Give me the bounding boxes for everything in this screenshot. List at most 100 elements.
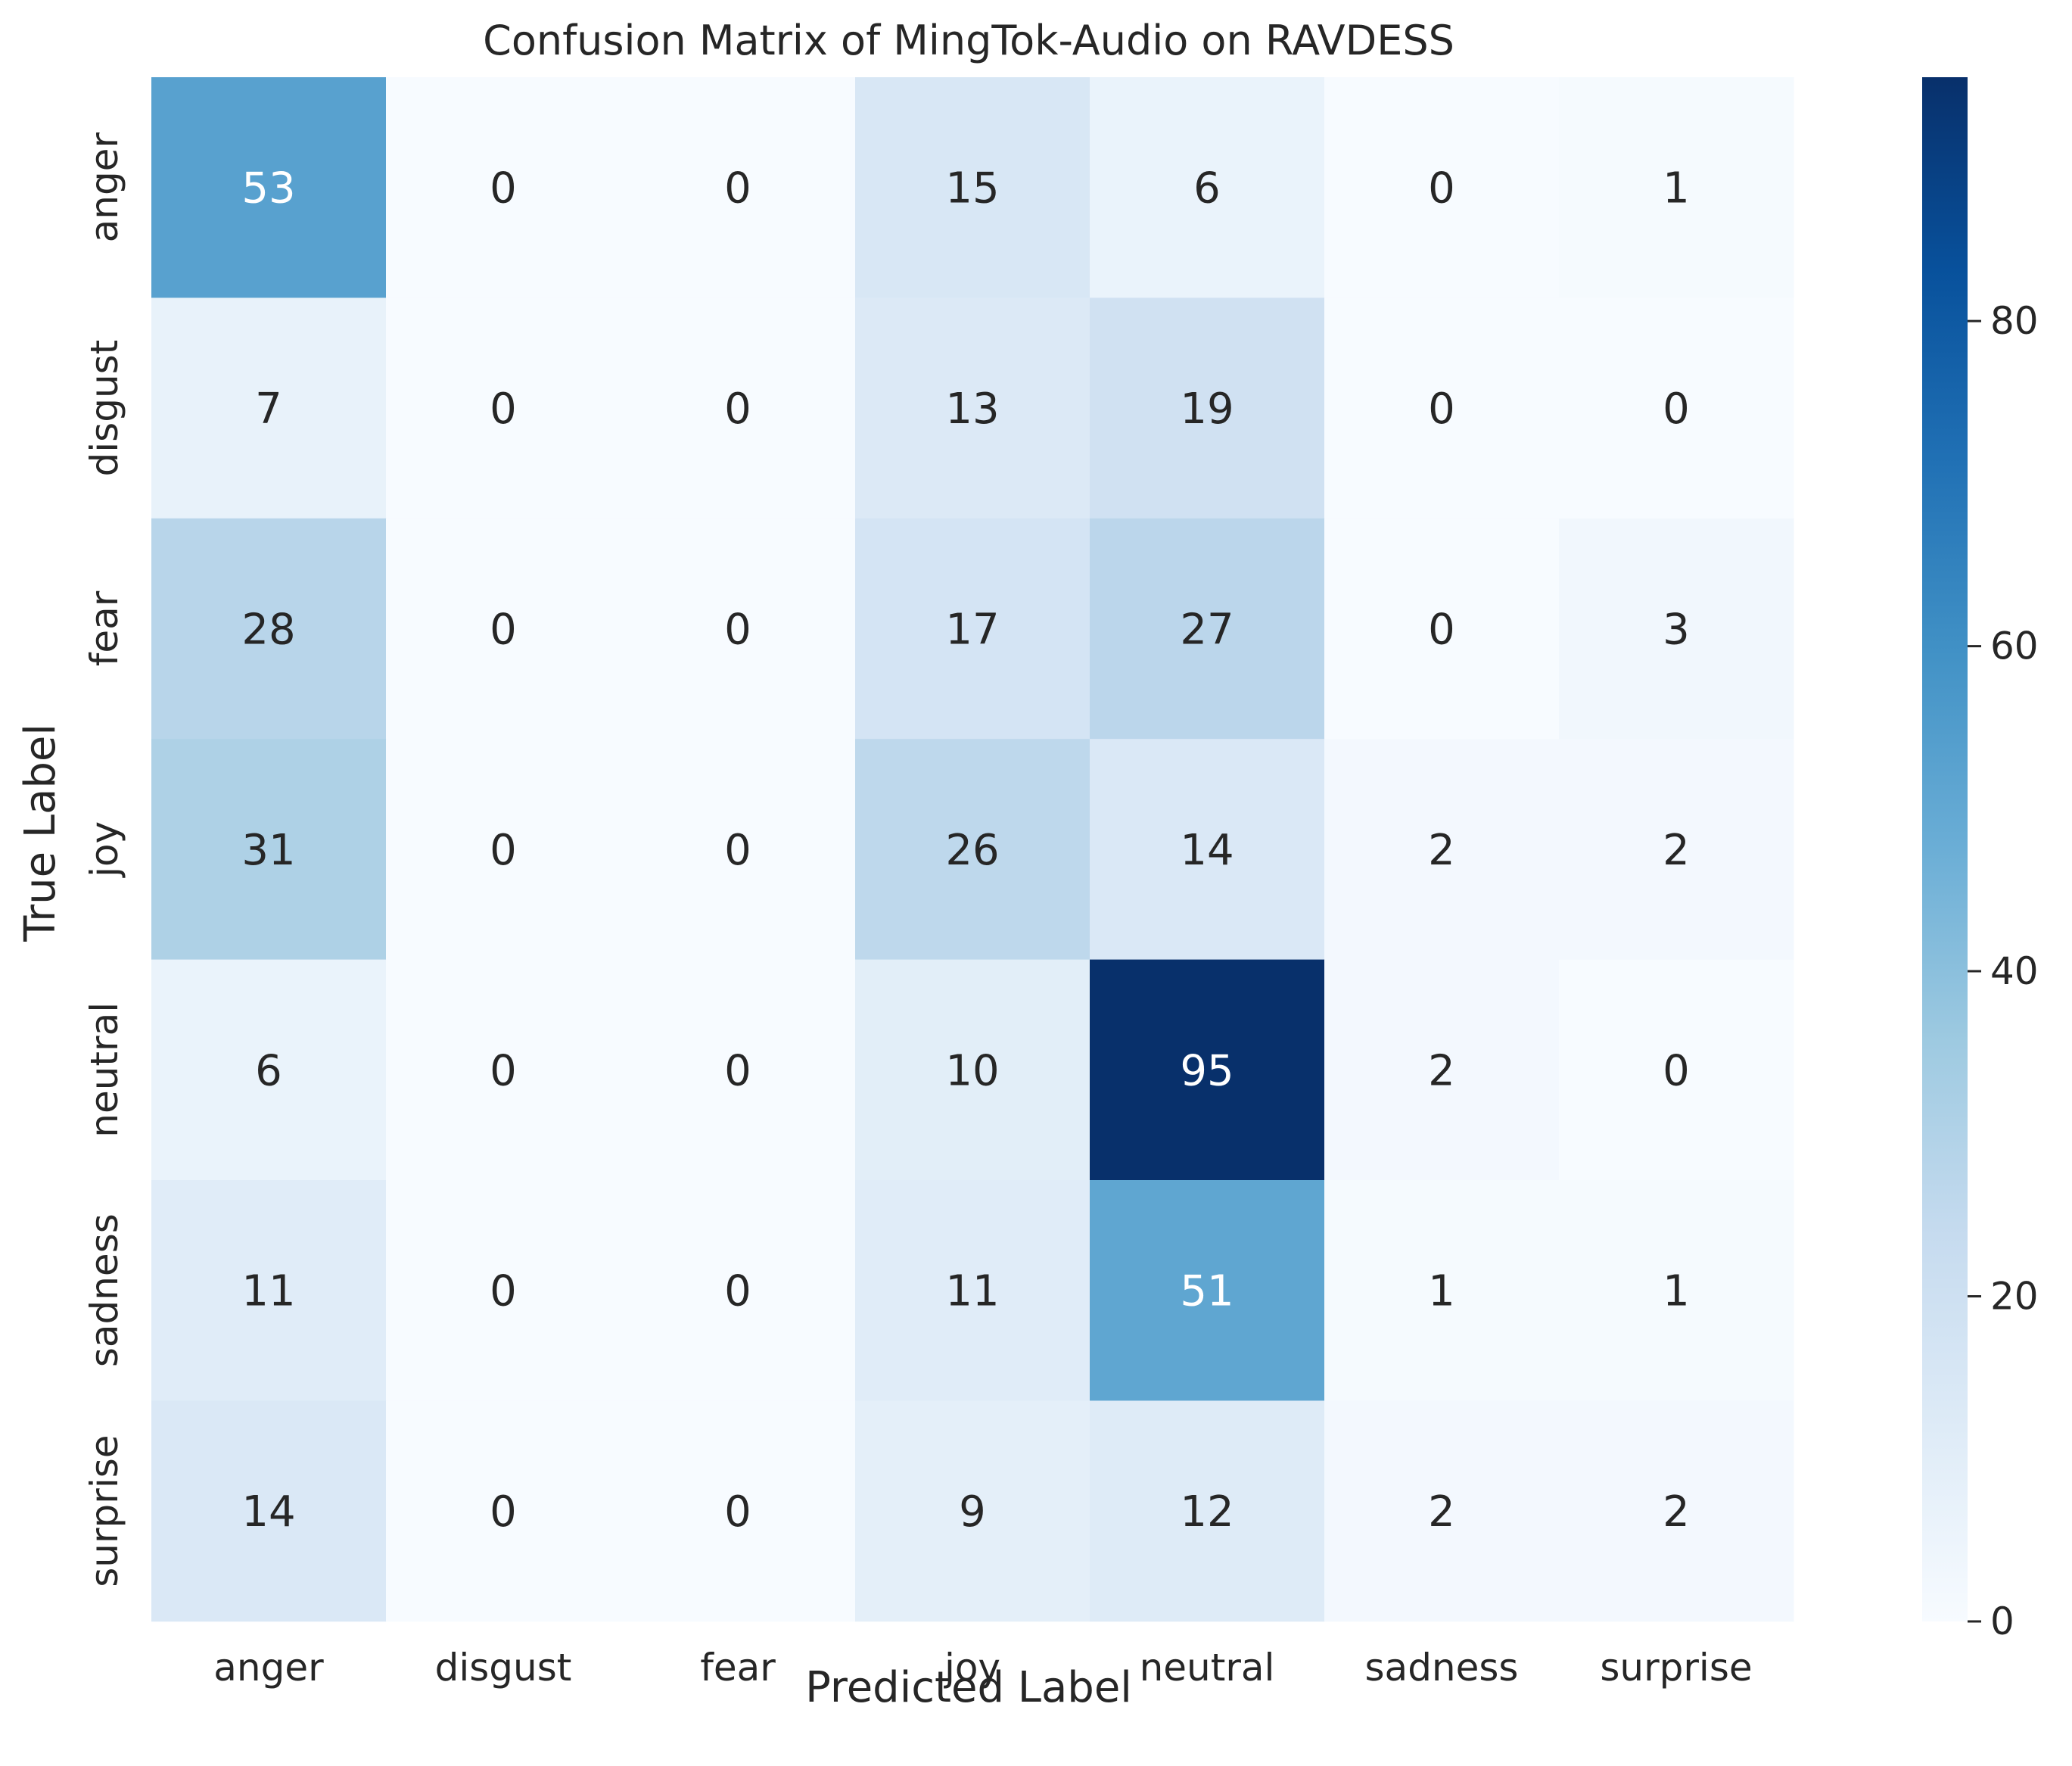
chart-title: Confusion Matrix of MingTok-Audio on RAV… (483, 17, 1454, 64)
cell-sadness-disgust (386, 1180, 621, 1401)
cell-value-label: 0 (724, 826, 751, 875)
cell-value-label: 0 (490, 385, 517, 434)
cell-fear-disgust (386, 518, 621, 740)
cell-joy-joy (855, 739, 1090, 961)
cell-joy-surprise (1559, 739, 1794, 961)
cell-sadness-anger (151, 1180, 387, 1401)
x-tick-fear: fear (700, 1646, 776, 1690)
cell-value-label: 0 (724, 1046, 751, 1095)
cell-value-label: 13 (945, 385, 999, 434)
cell-value-label: 0 (490, 1046, 517, 1095)
cell-joy-fear (621, 739, 856, 961)
cell-anger-joy (855, 77, 1090, 298)
cell-disgust-fear (621, 297, 856, 519)
cell-value-label: 0 (490, 164, 517, 213)
cell-value-label: 0 (490, 826, 517, 875)
cell-value-label: 27 (1180, 606, 1234, 655)
cell-value-label: 1 (1428, 1267, 1455, 1316)
cell-anger-neutral (1090, 77, 1325, 298)
heatmap-cells (151, 77, 1794, 1622)
y-tick-neutral: neutral (82, 1002, 126, 1138)
cell-value-label: 53 (241, 164, 295, 213)
cell-fear-anger (151, 518, 387, 740)
y-tick-anger: anger (82, 132, 126, 243)
x-tick-surprise: surprise (1600, 1646, 1752, 1690)
cell-surprise-joy (855, 1400, 1090, 1622)
cell-value-label: 0 (490, 1487, 517, 1537)
cell-neutral-surprise (1559, 959, 1794, 1181)
cell-value-label: 10 (945, 1046, 999, 1095)
cell-value-label: 95 (1180, 1046, 1234, 1095)
colorbar-tick-label-20: 20 (1990, 1275, 2039, 1319)
cell-sadness-surprise (1559, 1180, 1794, 1401)
colorbar-tick-label-0: 0 (1990, 1599, 2014, 1643)
cell-value-label: 6 (1193, 164, 1221, 213)
cell-value-label: 51 (1180, 1267, 1234, 1316)
cell-value-label: 0 (724, 385, 751, 434)
cell-value-label: 1 (1663, 1267, 1690, 1316)
cell-neutral-fear (621, 959, 856, 1181)
y-axis-label: True Label (16, 724, 65, 942)
cell-value-label: 17 (945, 606, 999, 655)
cell-neutral-sadness (1324, 959, 1560, 1181)
cell-value-label: 11 (945, 1267, 999, 1316)
cell-fear-sadness (1324, 518, 1560, 740)
cell-value-label: 19 (1180, 385, 1234, 434)
cell-fear-surprise (1559, 518, 1794, 740)
colorbar-tick-label-60: 60 (1990, 624, 2039, 668)
cell-value-label: 0 (724, 1487, 751, 1537)
cell-disgust-surprise (1559, 297, 1794, 519)
y-tick-labels: anger disgust fear joy neutral sadness surpris… (82, 132, 126, 1587)
heatmap-cell-labels: 53 0 0 15 6 0 17 0 0 13 19 0 028 0 0 17 27 0 331 0 0 26 14 2 26 0… (241, 164, 1689, 1537)
cell-fear-fear (621, 518, 856, 740)
cell-anger-surprise (1559, 77, 1794, 298)
colorbar-tick-label-40: 40 (1990, 949, 2039, 993)
cell-value-label: 14 (241, 1487, 295, 1537)
cell-anger-anger (151, 77, 387, 298)
cell-value-label: 6 (255, 1046, 282, 1095)
colorbar-ticks: 0 20 40 60 80 (1968, 299, 2039, 1643)
y-tick-disgust: disgust (82, 340, 126, 477)
cell-value-label: 2 (1428, 826, 1455, 875)
cell-value-label: 9 (959, 1487, 986, 1537)
cell-value-label: 0 (1428, 606, 1455, 655)
cell-value-label: 15 (945, 164, 999, 213)
cell-value-label: 0 (490, 606, 517, 655)
cell-value-label: 0 (724, 1267, 751, 1316)
x-tick-neutral: neutral (1140, 1646, 1275, 1690)
colorbar-tick-label-80: 80 (1990, 299, 2039, 343)
cell-value-label: 0 (1428, 164, 1455, 213)
cell-fear-neutral (1090, 518, 1325, 740)
cell-value-label: 0 (724, 164, 751, 213)
y-tick-surprise: surprise (82, 1434, 126, 1587)
x-tick-sadness: sadness (1365, 1646, 1519, 1690)
cell-anger-sadness (1324, 77, 1560, 298)
x-tick-joy: joy (944, 1646, 1000, 1690)
cell-value-label: 0 (490, 1267, 517, 1316)
cell-value-label: 11 (241, 1267, 295, 1316)
cell-surprise-neutral (1090, 1400, 1325, 1622)
cell-disgust-disgust (386, 297, 621, 519)
cell-value-label: 26 (945, 826, 999, 875)
cell-disgust-sadness (1324, 297, 1560, 519)
cell-value-label: 1 (1663, 164, 1690, 213)
x-tick-labels: anger disgust fear joy neutral sadness surpris… (213, 1646, 1752, 1690)
cell-sadness-joy (855, 1180, 1090, 1401)
cell-value-label: 0 (1428, 385, 1455, 434)
cell-surprise-sadness (1324, 1400, 1560, 1622)
cell-neutral-disgust (386, 959, 621, 1181)
cell-sadness-neutral (1090, 1180, 1325, 1401)
cell-surprise-fear (621, 1400, 856, 1622)
cell-neutral-joy (855, 959, 1090, 1181)
x-axis-label: Predicted Label (805, 1663, 1132, 1712)
x-tick-disgust: disgust (435, 1646, 572, 1690)
cell-value-label: 3 (1663, 606, 1690, 655)
y-tick-sadness: sadness (82, 1213, 126, 1367)
cell-neutral-neutral (1090, 959, 1325, 1181)
x-tick-anger: anger (213, 1646, 324, 1690)
cell-joy-neutral (1090, 739, 1325, 961)
cell-disgust-neutral (1090, 297, 1325, 519)
cell-surprise-anger (151, 1400, 387, 1622)
cell-anger-disgust (386, 77, 621, 298)
